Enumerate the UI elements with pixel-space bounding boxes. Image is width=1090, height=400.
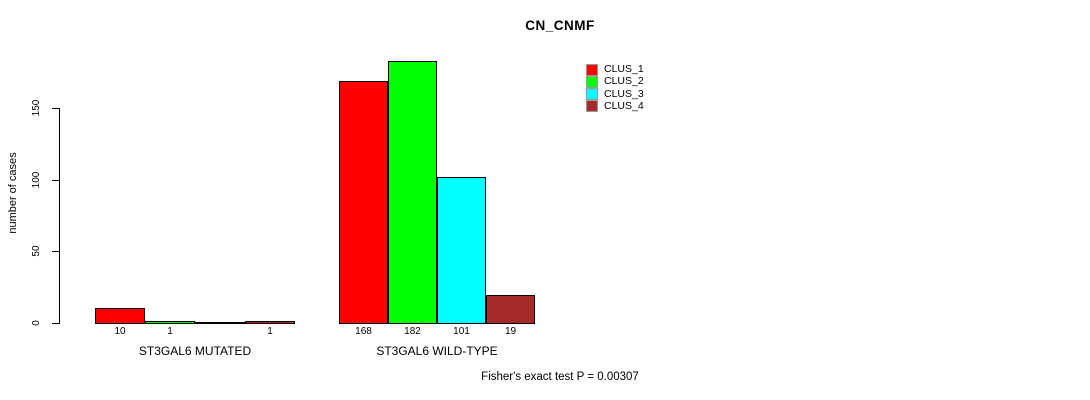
bar-value-label-wild-type-clus_3: 101 [453, 326, 470, 337]
y-tick-label-150: 150 [31, 99, 42, 117]
bar-value-label-wild-type-clus_4: 19 [504, 326, 517, 337]
bar-clus_3-mutated [195, 322, 245, 324]
chart-title: CN_CNMF [525, 18, 595, 33]
legend-swatch-clus4 [586, 100, 598, 113]
bar-clus_4-mutated [245, 321, 295, 324]
bar-value-label-wild-type-clus_2: 182 [404, 326, 421, 337]
y-axis-line [59, 108, 60, 324]
legend-item-clus4: CLUS_4 [586, 99, 644, 113]
legend-swatch-clus3 [586, 88, 598, 101]
bar-clus_1-mutated [95, 308, 145, 324]
bar-clus_4-wild-type [486, 295, 535, 324]
y-axis-label: number of cases [7, 152, 19, 234]
legend-label-clus2: CLUS_2 [604, 75, 644, 88]
legend-label-clus3: CLUS_3 [604, 87, 644, 100]
legend: CLUS_1 CLUS_2 CLUS_3 CLUS_4 [586, 63, 644, 113]
y-tick-0 [52, 323, 60, 324]
legend-swatch-clus1 [586, 63, 598, 76]
bar-clus_3-wild-type [437, 177, 486, 324]
legend-swatch-clus2 [586, 75, 598, 88]
legend-item-clus2: CLUS_2 [586, 75, 644, 88]
y-tick-150 [52, 108, 60, 109]
x-group-label-wild-type: ST3GAL6 WILD-TYPE [376, 344, 498, 358]
y-tick-50 [52, 251, 60, 252]
bar-clus_2-mutated [145, 321, 195, 324]
bar-value-label-wild-type-clus_1: 168 [355, 326, 372, 337]
legend-item-clus1: CLUS_1 [586, 63, 644, 76]
bar-clus_1-wild-type [339, 81, 388, 324]
bar-value-label-mutated-clus_1: 10 [114, 326, 126, 337]
y-tick-100 [52, 180, 60, 181]
bar-value-label-mutated-clus_4: 1 [267, 326, 273, 337]
bar-clus_2-wild-type [388, 61, 437, 324]
legend-item-clus3: CLUS_3 [586, 87, 644, 101]
y-tick-label-0: 0 [31, 320, 42, 326]
bar-value-label-mutated-clus_2: 1 [167, 326, 173, 337]
y-tick-label-100: 100 [31, 171, 42, 189]
legend-label-clus1: CLUS_1 [604, 63, 644, 75]
fisher-test-annotation: Fisher's exact test P = 0.00307 [481, 371, 639, 383]
legend-label-clus4: CLUS_4 [604, 99, 644, 112]
y-tick-label-50: 50 [31, 245, 42, 257]
x-group-label-mutated: ST3GAL6 MUTATED [138, 344, 252, 358]
